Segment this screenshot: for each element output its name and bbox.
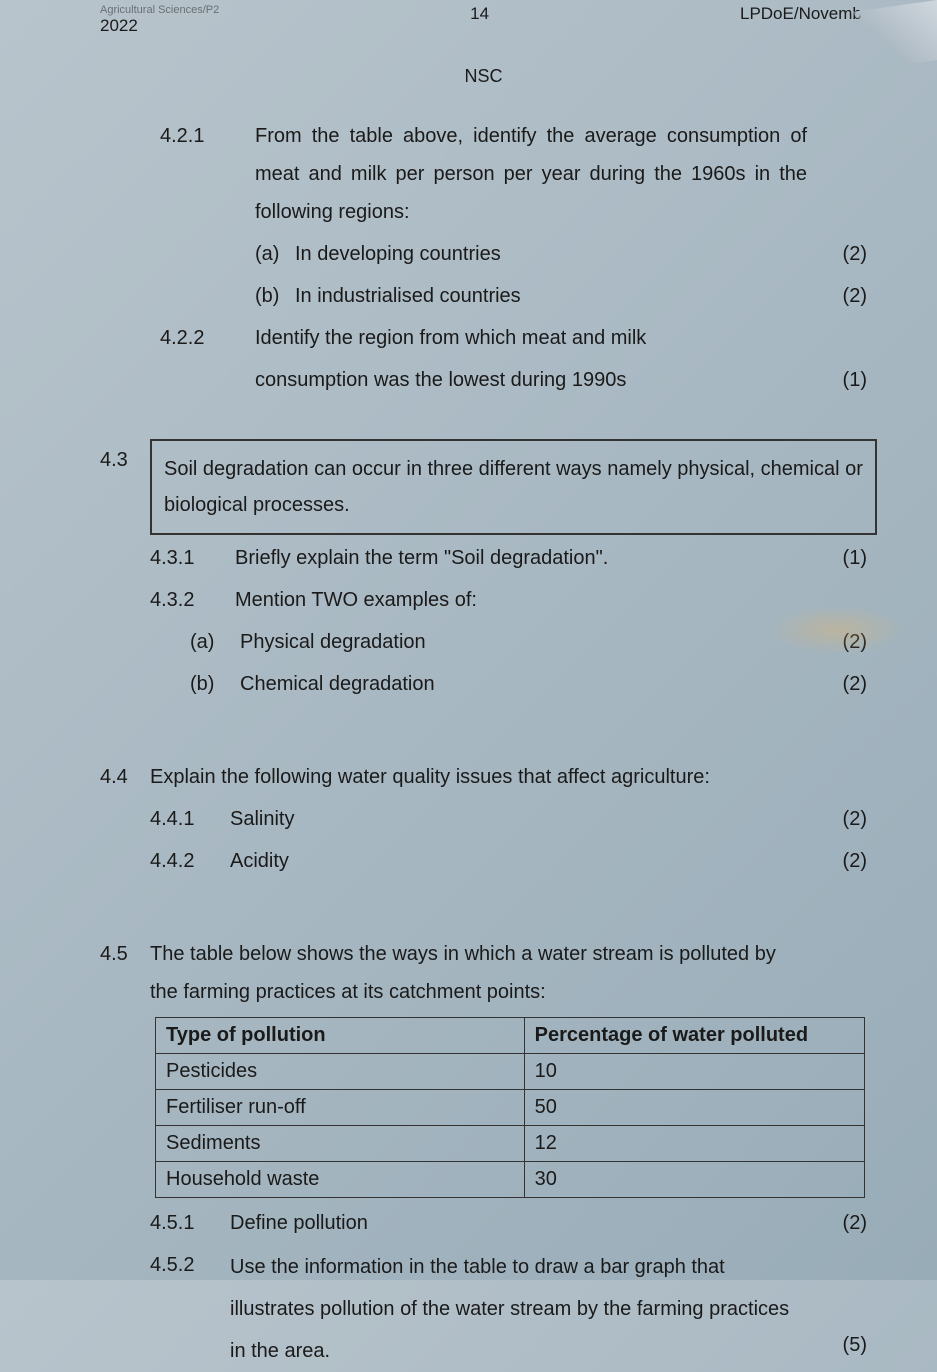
page-corner-fold [837,0,937,74]
qnum-4-5-1: 4.5.1 [150,1204,230,1242]
qnum-4-2-1: 4.2.1 [160,117,255,155]
label-b: (b) [255,277,295,315]
page-header: Agricultural Sciences/P2 2022 14 LPDoE/N… [90,0,877,36]
col-header-pct: Percentage of water polluted [524,1018,864,1054]
marks-4-2-1-b: (2) [817,277,877,315]
qtext-4-3-2-b: Chemical degradation [240,665,817,703]
label-a: (a) [190,623,240,661]
question-4-2: 4.2.1 From the table above, identify the… [90,117,877,399]
qtext-4-4-1: Salinity [230,800,817,838]
cell-type: Household waste [156,1162,525,1198]
marks-4-2-1-a: (2) [817,235,877,273]
qnum-4-5: 4.5 [90,935,150,973]
marks-4-3-1: (1) [817,539,877,577]
subject-fragment: Agricultural Sciences/P2 [100,4,219,16]
pollution-table: Type of pollution Percentage of water po… [155,1017,865,1198]
cell-pct: 30 [524,1162,864,1198]
qtext-4-5: The table below shows the ways in which … [150,935,817,1011]
qtext-4-2-1: From the table above, identify the avera… [255,117,817,231]
cell-pct: 50 [524,1090,864,1126]
label-b: (b) [190,665,240,703]
qnum-4-4-2: 4.4.2 [150,842,230,880]
marks-4-5-1: (2) [817,1204,877,1242]
qnum-4-2-2: 4.2.2 [160,319,255,357]
table-row: Sediments 12 [156,1126,865,1162]
marks-4-3-2-b: (2) [817,665,877,703]
qtext-4-2-1-a: In developing countries [295,235,817,273]
exam-year: 2022 [100,16,219,36]
qtext-4-4-2: Acidity [230,842,817,880]
col-header-type: Type of pollution [156,1018,525,1054]
qnum-4-4-1: 4.4.1 [150,800,230,838]
marks-4-3-2-a: (2) [817,623,877,661]
cell-type: Pesticides [156,1054,525,1090]
qtext-4-2-2-l2: consumption was the lowest during 1990s [255,361,817,399]
qtext-4-3-1: Briefly explain the term "Soil degradati… [235,539,817,577]
qtext-4-5-1: Define pollution [230,1204,817,1242]
qtext-4-3-2-a: Physical degradation [240,623,817,661]
table-row: Fertiliser run-off 50 [156,1090,865,1126]
table-header-row: Type of pollution Percentage of water po… [156,1018,865,1054]
qtext-4-2-2-l1: Identify the region from which meat and … [255,319,817,357]
label-a: (a) [255,235,295,273]
qtext-4-2-1-b: In industrialised countries [295,277,817,315]
table-row: Household waste 30 [156,1162,865,1198]
qtext-4-5-2: Use the information in the table to draw… [230,1246,817,1372]
marks-4-4-1: (2) [817,800,877,838]
question-4-4: 4.4 Explain the following water quality … [90,758,877,880]
qtext-4-4: Explain the following water quality issu… [150,758,817,796]
qnum-4-4: 4.4 [90,758,150,796]
cell-type: Sediments [156,1126,525,1162]
qnum-4-3-2: 4.3.2 [150,581,235,619]
cell-pct: 12 [524,1126,864,1162]
marks-4-5-2: (5) [817,1326,877,1364]
question-4-3: 4.3 Soil degradation can occur in three … [90,439,877,703]
qtext-4-3-2: Mention TWO examples of: [235,581,817,619]
nsc-label: NSC [90,66,877,87]
qnum-4-5-2: 4.5.2 [150,1246,230,1284]
table-row: Pesticides 10 [156,1054,865,1090]
marks-4-4-2: (2) [817,842,877,880]
marks-4-2-2: (1) [817,361,877,399]
cell-type: Fertiliser run-off [156,1090,525,1126]
cell-pct: 10 [524,1054,864,1090]
boxed-intro-4-3: Soil degradation can occur in three diff… [150,439,877,535]
question-4-5: 4.5 The table below shows the ways in wh… [90,935,877,1372]
page-number: 14 [219,4,740,24]
qnum-4-3: 4.3 [90,449,150,472]
qnum-4-3-1: 4.3.1 [150,539,235,577]
